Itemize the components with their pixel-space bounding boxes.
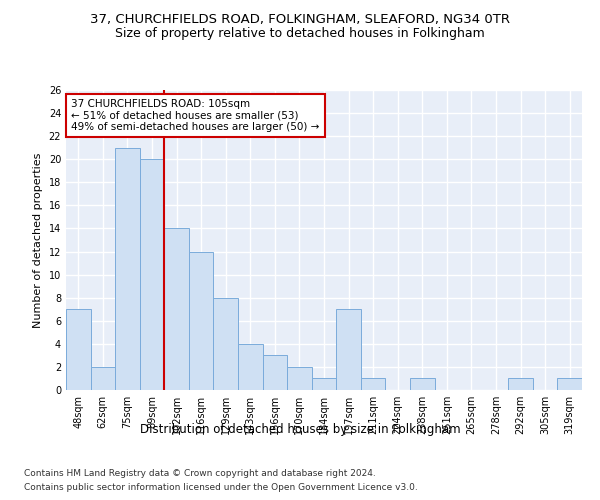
Bar	[238, 344, 263, 390]
Text: Contains HM Land Registry data © Crown copyright and database right 2024.: Contains HM Land Registry data © Crown c…	[24, 468, 376, 477]
Text: Contains public sector information licensed under the Open Government Licence v3: Contains public sector information licen…	[24, 484, 418, 492]
Text: 37, CHURCHFIELDS ROAD, FOLKINGHAM, SLEAFORD, NG34 0TR: 37, CHURCHFIELDS ROAD, FOLKINGHAM, SLEAF…	[90, 12, 510, 26]
Bar	[164, 228, 189, 390]
Bar	[66, 309, 91, 390]
Bar	[115, 148, 140, 390]
Bar	[214, 298, 238, 390]
Bar	[263, 356, 287, 390]
Text: 37 CHURCHFIELDS ROAD: 105sqm
← 51% of detached houses are smaller (53)
49% of se: 37 CHURCHFIELDS ROAD: 105sqm ← 51% of de…	[71, 99, 320, 132]
Y-axis label: Number of detached properties: Number of detached properties	[33, 152, 43, 328]
Bar	[557, 378, 582, 390]
Text: Size of property relative to detached houses in Folkingham: Size of property relative to detached ho…	[115, 28, 485, 40]
Bar	[91, 367, 115, 390]
Bar	[312, 378, 336, 390]
Bar	[189, 252, 214, 390]
Text: Distribution of detached houses by size in Folkingham: Distribution of detached houses by size …	[140, 422, 460, 436]
Bar	[336, 309, 361, 390]
Bar	[287, 367, 312, 390]
Bar	[410, 378, 434, 390]
Bar	[508, 378, 533, 390]
Bar	[140, 159, 164, 390]
Bar	[361, 378, 385, 390]
